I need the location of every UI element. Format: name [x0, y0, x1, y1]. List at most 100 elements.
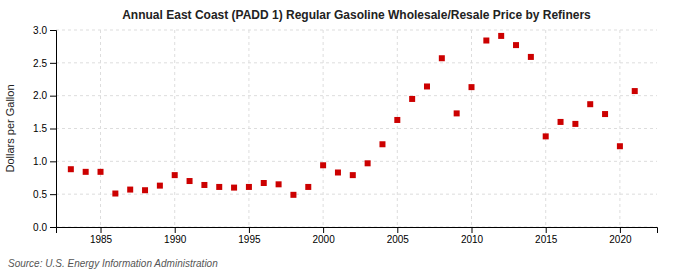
y-tick: 2.5	[33, 58, 56, 69]
x-grid-line	[397, 30, 398, 227]
point	[558, 119, 564, 125]
point	[83, 169, 89, 175]
chart: 1985 1990 1995 2000 2005 2010 2015 2020 0.0 0.5 1.…	[0, 0, 675, 275]
x-tick-label: 2015	[535, 234, 558, 245]
point	[290, 192, 296, 198]
point	[350, 172, 356, 178]
point	[469, 84, 475, 90]
point	[112, 191, 118, 197]
points	[68, 33, 638, 198]
source: Source: U.S. Energy Information Administ…	[8, 258, 218, 269]
x-grid-line	[174, 30, 175, 227]
x-tick-mark	[397, 227, 398, 233]
point	[587, 101, 593, 107]
y-tick-label: 0.0	[33, 222, 47, 233]
point	[528, 54, 534, 60]
x-axis-line	[57, 228, 658, 234]
y-tick-label: 2.5	[33, 58, 47, 69]
x-tick-mark	[620, 227, 621, 233]
y-tick-mark	[50, 227, 56, 228]
y-tick-mark	[50, 63, 56, 64]
point	[439, 55, 445, 61]
y-tick: 1.5	[33, 123, 56, 134]
point	[379, 141, 385, 147]
point	[127, 187, 133, 193]
point	[276, 181, 282, 187]
x-tick: 2015	[535, 227, 558, 245]
y-tick: 2.0	[33, 90, 56, 101]
y-tick-label: 2.0	[33, 90, 47, 101]
x-tick: 2005	[387, 227, 410, 245]
point	[98, 169, 104, 175]
y-tick: 1.0	[33, 156, 56, 167]
point	[157, 183, 163, 189]
x-tick: 2020	[609, 227, 632, 245]
point	[602, 111, 608, 117]
point	[201, 182, 207, 188]
point	[424, 83, 430, 89]
point	[572, 121, 578, 127]
point	[454, 110, 460, 116]
x-tick: 2000	[312, 227, 335, 245]
x-grid-line	[545, 30, 546, 227]
x-tick-label: 1990	[164, 234, 187, 245]
y-tick-mark	[50, 194, 56, 195]
point	[68, 166, 74, 172]
x-tick: 1990	[164, 227, 187, 245]
x-tick-label: 1985	[90, 234, 113, 245]
x-tick-mark	[249, 227, 250, 233]
y-axis-label: Dollars per Gallon	[4, 84, 16, 172]
x-tick: 1995	[238, 227, 261, 245]
point	[617, 143, 623, 149]
x-tick-mark	[175, 227, 176, 233]
x-tick-label: 2000	[312, 234, 335, 245]
point	[305, 184, 311, 190]
y-tick-label: 0.5	[33, 189, 47, 200]
x-tick: 1985	[90, 227, 113, 245]
x-grid-line	[100, 30, 101, 227]
point	[216, 184, 222, 190]
y-tick-label: 3.0	[33, 25, 47, 36]
y-tick-label: 1.5	[33, 123, 47, 134]
point	[172, 172, 178, 178]
x-tick-label: 2005	[387, 234, 410, 245]
y-grid-line	[56, 194, 657, 195]
y-axis-line	[50, 31, 57, 228]
grid	[56, 30, 657, 227]
y-tick: 3.0	[33, 25, 56, 36]
x-axis: 1985 1990 1995 2000 2005 2010 2015 2020	[57, 227, 658, 245]
point	[246, 184, 252, 190]
point	[335, 169, 341, 175]
y-tick: 0.0	[33, 222, 56, 233]
y-axis: 0.0 0.5 1.0 1.5 2.0 2.5 3.0	[33, 25, 56, 233]
y-grid-line	[56, 30, 657, 31]
x-tick: 2010	[461, 227, 484, 245]
point	[513, 42, 519, 48]
x-grid-line	[619, 30, 620, 227]
x-grid-line	[248, 30, 249, 227]
point	[261, 180, 267, 186]
title: Annual East Coast (PADD 1) Regular Gasol…	[122, 8, 591, 22]
point	[142, 187, 148, 193]
x-tick-mark	[101, 227, 102, 233]
point	[483, 38, 489, 44]
point	[498, 33, 504, 39]
point	[320, 162, 326, 168]
y-tick-mark	[50, 161, 56, 162]
x-tick-mark	[323, 227, 324, 233]
plot-area: 1985 1990 1995 2000 2005 2010 2015 2020 0.0 0.5 1.…	[33, 25, 657, 245]
y-tick: 0.5	[33, 189, 56, 200]
x-tick-mark	[546, 227, 547, 233]
point	[394, 117, 400, 123]
point	[543, 133, 549, 139]
x-grid-line	[471, 30, 472, 227]
y-grid-line	[56, 95, 657, 96]
y-tick-mark	[50, 30, 56, 31]
y-tick-mark	[50, 129, 56, 130]
y-tick-label: 1.0	[33, 156, 47, 167]
point	[231, 185, 237, 191]
x-tick-label: 2020	[609, 234, 632, 245]
point	[409, 96, 415, 102]
point	[632, 88, 638, 94]
x-tick-label: 2010	[461, 234, 484, 245]
